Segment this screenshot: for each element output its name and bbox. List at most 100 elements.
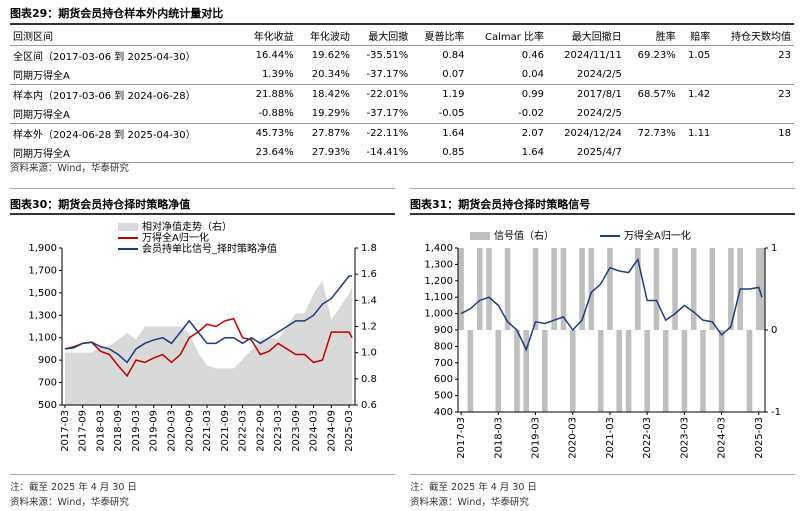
signal-bar	[607, 248, 613, 330]
y-tick-label: 900	[38, 355, 57, 366]
cell: 1.11	[678, 123, 714, 143]
legend-label: 信号值（右）	[494, 229, 554, 242]
y-tick-label: 1,900	[28, 243, 57, 254]
x-tick-label: 2020-09	[184, 410, 195, 452]
signal-bar	[532, 248, 539, 330]
signal-bar	[551, 248, 557, 330]
signal-bar	[681, 330, 688, 412]
cell: 2024/11/11	[564, 50, 622, 61]
empty-cell	[713, 143, 794, 163]
y2-tick-label: 1.6	[361, 269, 377, 280]
x-tick-label: 2020-03	[167, 410, 178, 452]
cell: -22.01%	[352, 84, 412, 104]
cell: 2.07	[467, 123, 548, 143]
cell: 2025/4/7	[547, 143, 625, 163]
header-cell: 持仓天数均值	[713, 26, 794, 46]
x-tick-label: 2019-09	[149, 410, 160, 452]
cell: 全区间（2017-03-06 到 2025-04-30）	[13, 52, 196, 63]
cell: 20.34%	[311, 69, 350, 80]
cell: 1.64	[411, 123, 468, 143]
cell: 19.62%	[311, 50, 350, 61]
y-tick-label: 600	[434, 374, 453, 385]
signal-bar	[635, 248, 641, 330]
y2-tick-label: 0.6	[361, 400, 377, 411]
signal-bar	[728, 248, 734, 330]
header-cell: Calmar 比率	[467, 26, 548, 46]
cell: 同期万得全A	[13, 110, 70, 121]
x-tick-label: 2022-03	[238, 410, 249, 452]
x-tick-label: 2021-09	[220, 410, 231, 452]
header-cell: 最大回撤	[352, 26, 412, 46]
signal-bar	[709, 248, 716, 330]
signal-bar	[597, 330, 604, 412]
header-cell: 赔率	[678, 26, 714, 46]
y-tick-label: 1,300	[28, 310, 57, 321]
note: 注：截至 2025 年 4 月 30 日	[10, 482, 137, 493]
legend-swatch	[470, 232, 490, 240]
signal-bar	[616, 330, 623, 412]
cell: 0.84	[442, 50, 465, 61]
y-tick-label: 500	[38, 400, 57, 411]
cell: 27.87%	[296, 123, 353, 143]
signal-bar	[495, 330, 502, 412]
cell: 69.23%	[637, 50, 676, 61]
signal-bar	[542, 330, 548, 412]
x-tick-label: 2022-03	[642, 417, 653, 459]
x-tick-label: 2024-09	[326, 410, 337, 452]
x-tick-label: 2025-03	[344, 410, 355, 452]
signal-bar	[523, 330, 530, 412]
y2-tick-label: 1.8	[361, 243, 377, 254]
legend-label: 万得全A归一化	[142, 231, 209, 244]
legend-swatch	[118, 223, 138, 231]
header-cell: 夏普比率	[411, 26, 468, 46]
empty-cell	[624, 143, 679, 163]
cell: 18	[713, 123, 794, 143]
x-tick-label: 2022-09	[255, 410, 266, 452]
legend-label: 万得全A归一化	[624, 229, 691, 242]
y-tick-label: 700	[38, 378, 57, 389]
header-cell: 年化波动	[296, 26, 353, 46]
y-tick-label: 500	[434, 391, 453, 402]
cell: 0.85	[411, 143, 468, 163]
x-tick-label: 2024-03	[717, 417, 728, 459]
y-tick-label: 800	[434, 341, 453, 352]
cell: 0.04	[521, 69, 545, 80]
cell: 1.64	[467, 143, 548, 163]
cell: 2024/12/24	[547, 123, 625, 143]
cell: 1.19	[411, 84, 468, 104]
cell: 0.07	[442, 69, 465, 80]
header-cell: 年化收益	[240, 26, 297, 46]
x-tick-label: 2023-03	[273, 410, 284, 452]
cell: 45.73%	[240, 123, 297, 143]
cell: -37.17%	[366, 69, 409, 80]
legend-label: 会员持单比信号_择时策略净值	[142, 242, 277, 255]
signal-bar	[672, 248, 678, 330]
y-tick-label: 1,100	[424, 292, 453, 303]
cell: 1.39%	[261, 69, 294, 80]
y-tick-label: 900	[434, 325, 453, 336]
x-tick-label: 2018-09	[113, 410, 124, 452]
cell: 同期万得全A	[10, 143, 241, 163]
x-tick-label: 2017-03	[60, 410, 71, 452]
row: 全区间（2017-03-06 到 2025-04-30） 16.44% 19.62%…	[10, 46, 794, 66]
signal-bar	[653, 248, 660, 330]
cell: -0.02	[518, 108, 545, 119]
signal-bar	[718, 330, 725, 412]
signal-bar	[746, 330, 753, 412]
y-tick-label: 1,700	[28, 265, 57, 276]
signal-bar	[486, 248, 492, 330]
header-cell: 回测区间	[10, 26, 241, 46]
source: 资料来源：Wind，华泰研究	[10, 497, 129, 508]
row: 样本外（2024-06-28 到 2025-04-30） 45.73% 27.87%…	[10, 123, 794, 143]
signal-bar	[476, 248, 483, 330]
x-tick-label: 2025-03	[754, 417, 765, 459]
cell: -35.51%	[366, 50, 409, 61]
cell: 23	[778, 50, 791, 61]
line	[64, 317, 353, 378]
title-rule	[10, 23, 794, 25]
y2-tick-label: 1.0	[361, 348, 377, 359]
y-tick-label: 1,500	[28, 288, 57, 299]
chart-title: 图表31：期货会员持仓择时策略信号	[410, 198, 591, 211]
